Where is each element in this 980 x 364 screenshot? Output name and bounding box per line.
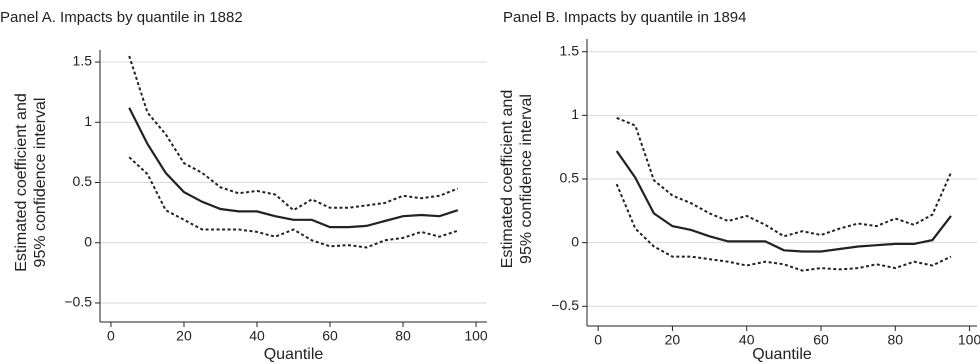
y-tick-label: 1 [571,106,579,122]
x-axis-label: Quantile [752,346,812,363]
y-tick-label: 0.5 [73,173,93,189]
x-tick-label: 60 [813,332,829,348]
x-tick-label: 60 [322,328,338,344]
x-tick-label: 80 [887,332,903,348]
y-tick-label: 1.5 [73,53,93,69]
series-line [616,116,952,238]
x-tick-label: 40 [739,332,755,348]
series-line [128,55,459,212]
x-tick-label: 100 [958,332,980,348]
x-tick-label: 40 [249,328,265,344]
series-line [128,107,459,229]
panel-title: Panel B. Impacts by quantile in 1894 [503,9,747,26]
y-tick-label: −0.5 [64,294,92,310]
y-tick-label: 0 [571,233,579,249]
x-axis-label: Quantile [264,346,324,363]
x-tick-label: 100 [464,328,488,344]
panel-title: Panel A. Impacts by quantile in 1882 [0,9,243,26]
series-line [128,156,459,249]
y-tick-label: 1 [84,113,92,129]
y-tick-label: 0 [84,233,92,249]
x-tick-label: 20 [176,328,192,344]
y-axis-label: 95% confidence interval [518,94,535,264]
y-tick-label: −0.5 [551,297,579,313]
y-axis-label: Estimated coefficient and [499,90,516,268]
y-tick-label: 0.5 [560,170,580,186]
series-line [615,183,952,272]
series-line [615,150,952,253]
y-axis-label: Estimated coefficient and [13,93,30,271]
y-axis-label: 95% confidence interval [32,98,49,268]
x-tick-label: 80 [395,328,411,344]
x-tick-label: 0 [594,332,602,348]
x-tick-label: 0 [107,328,115,344]
y-tick-label: 1.5 [560,42,580,58]
x-tick-label: 20 [665,332,681,348]
